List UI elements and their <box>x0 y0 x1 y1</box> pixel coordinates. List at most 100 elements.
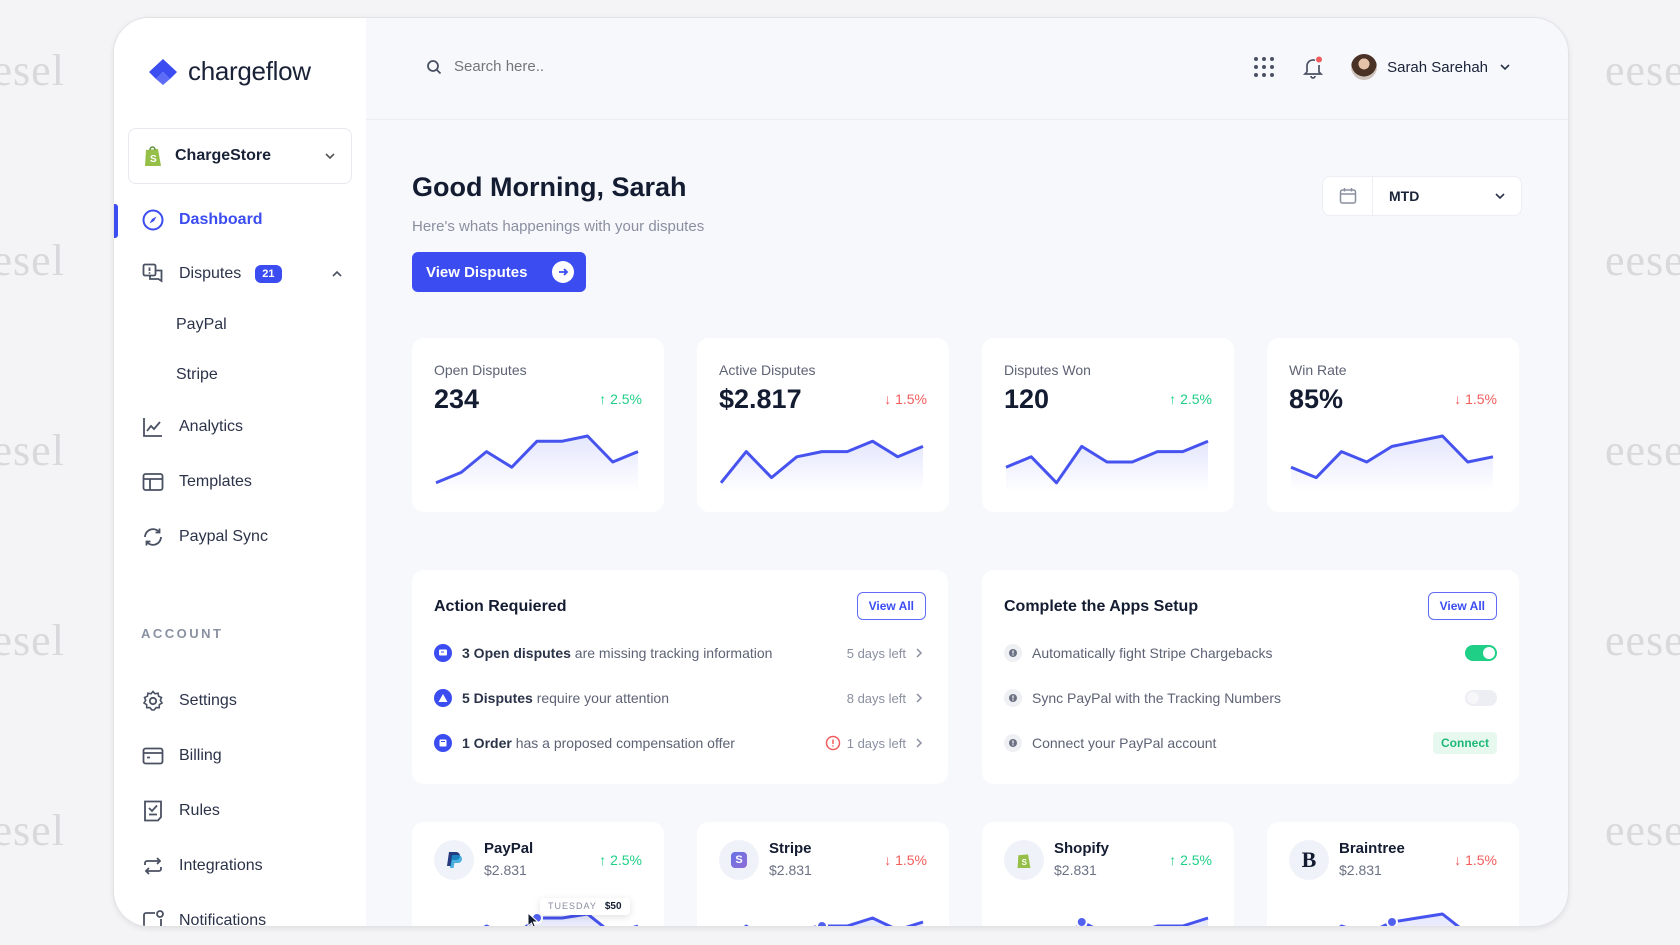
disputes-count-badge: 21 <box>255 265 282 283</box>
sidebar-item-label: Templates <box>179 473 252 490</box>
gateway-card-stripe[interactable]: S Stripe $2.831 ↓ 1.5% <box>697 822 949 926</box>
app-window: chargeflow S ChargeStore Dashboard Dispu… <box>113 17 1569 927</box>
action-item[interactable]: 1 Order has a proposed compensation offe… <box>434 728 926 758</box>
sidebar-item-integrations[interactable]: Integrations <box>114 844 366 888</box>
sidebar-item-paypal-sync[interactable]: Paypal Sync <box>114 515 366 559</box>
analytics-chart-icon <box>143 418 162 437</box>
sidebar-item-stripe[interactable]: Stripe <box>114 353 366 397</box>
gateway-value: $2.831 <box>1054 862 1097 878</box>
search-input[interactable] <box>454 58 714 75</box>
date-range-value: MTD <box>1389 188 1420 204</box>
chevron-up-icon[interactable] <box>330 267 344 281</box>
view-all-button[interactable]: View All <box>1427 592 1497 620</box>
action-item[interactable]: 5 Disputes require your attention 8 days… <box>434 683 926 713</box>
page-subtitle: Here's whats happenings with your disput… <box>412 218 705 235</box>
braintree-icon: B <box>1289 840 1329 880</box>
watermark: eesel <box>0 806 65 855</box>
date-range-select[interactable]: MTD <box>1322 176 1522 216</box>
sidebar-item-rules[interactable]: Rules <box>114 789 366 833</box>
gateway-value: $2.831 <box>484 862 527 878</box>
arrow-down-icon: ↓ <box>884 852 896 868</box>
deadline: 5 days left <box>847 646 926 661</box>
search-bar[interactable] <box>426 58 714 75</box>
view-disputes-button[interactable]: View Disputes <box>412 252 586 292</box>
chevron-right-icon <box>916 738 923 748</box>
watermark: eesel <box>1605 616 1680 665</box>
message-icon <box>434 644 452 662</box>
gateway-card-braintree[interactable]: B Braintree $2.831 ↓ 1.5% <box>1267 822 1519 926</box>
paypal-icon <box>434 840 474 880</box>
arrow-right-icon <box>552 261 574 283</box>
sidebar-item-label: Disputes <box>179 265 242 282</box>
sparkline-chart <box>744 916 924 926</box>
search-icon <box>427 59 442 74</box>
apps-setup-panel: Complete the Apps Setup View All Automat… <box>982 570 1519 784</box>
apps-grid-icon[interactable] <box>1253 56 1275 78</box>
stripe-icon: S <box>719 840 759 880</box>
store-selector[interactable]: S ChargeStore <box>128 128 352 184</box>
templates-layout-icon <box>142 473 164 491</box>
sparkline-chart <box>1339 912 1461 926</box>
setup-text: Sync PayPal with the Tracking Numbers <box>1032 690 1281 706</box>
stat-label: Disputes Won <box>1004 362 1091 378</box>
sidebar-item-paypal[interactable]: PayPal <box>114 303 366 347</box>
action-item[interactable]: 3 Open disputes are missing tracking inf… <box>434 638 926 668</box>
topbar-actions: Sarah Sarehah <box>1253 54 1512 80</box>
gateway-delta: ↑ 2.5% <box>599 852 642 868</box>
sparkline-chart <box>719 439 924 492</box>
sidebar: chargeflow S ChargeStore Dashboard Dispu… <box>114 18 366 926</box>
gateway-card-paypal[interactable]: PayPal $2.831 ↑ 2.5% TUESDAY $50 <box>412 822 664 926</box>
sidebar-item-dashboard[interactable]: Dashboard <box>114 198 366 242</box>
sparkline-chart <box>1290 434 1494 492</box>
sync-icon <box>144 528 162 546</box>
logo[interactable]: chargeflow <box>146 56 311 87</box>
paypal-tracking-toggle[interactable] <box>1465 690 1497 706</box>
stat-value: 234 <box>434 384 480 414</box>
chevron-down-icon <box>325 153 335 160</box>
sidebar-item-analytics[interactable]: Analytics <box>114 405 366 449</box>
compass-icon <box>142 209 164 231</box>
arrow-up-icon: ↑ <box>1169 852 1181 868</box>
sidebar-item-billing[interactable]: Billing <box>114 734 366 778</box>
stat-card-active-disputes[interactable]: Active Disputes $2.817 ↓ 1.5% <box>697 338 949 512</box>
setup-item: Connect your PayPal account Connect <box>1004 728 1497 758</box>
view-all-button[interactable]: View All <box>856 592 926 620</box>
shopify-icon: S <box>1004 840 1044 880</box>
brand-name: chargeflow <box>188 56 311 86</box>
gateway-delta: ↑ 2.5% <box>1169 852 1212 868</box>
sidebar-item-disputes[interactable]: Disputes 21 <box>114 252 366 296</box>
sparkline-chart <box>435 434 639 492</box>
store-name: ChargeStore <box>175 147 272 164</box>
watermark: eesel <box>1605 46 1680 95</box>
bell-icon[interactable] <box>1301 55 1325 79</box>
gateway-delta: ↓ 1.5% <box>1454 852 1497 868</box>
stat-value: 120 <box>1004 384 1050 414</box>
account-section-label: ACCOUNT <box>141 626 224 641</box>
topbar: Sarah Sarehah <box>366 18 1568 120</box>
sidebar-item-label: Analytics <box>179 418 244 435</box>
arrow-up-icon: ↑ <box>599 852 611 868</box>
stripe-chargebacks-toggle[interactable] <box>1465 645 1497 661</box>
integrations-arrows-icon <box>144 857 162 875</box>
stat-card-win-rate[interactable]: Win Rate 85% ↓ 1.5% <box>1267 338 1519 512</box>
stat-card-open-disputes[interactable]: Open Disputes 234 ↑ 2.5% <box>412 338 664 512</box>
user-menu[interactable]: Sarah Sarehah <box>1351 54 1512 80</box>
setup-text: Automatically fight Stripe Chargebacks <box>1032 645 1273 661</box>
action-text: 3 Open disputes are missing tracking inf… <box>462 645 773 661</box>
sidebar-item-settings[interactable]: Settings <box>114 679 366 723</box>
chevron-right-icon <box>916 693 923 703</box>
gateway-name: Shopify <box>1054 840 1109 857</box>
panel-title: Complete the Apps Setup <box>1004 598 1199 615</box>
stat-card-disputes-won[interactable]: Disputes Won 120 ↑ 2.5% <box>982 338 1234 512</box>
watermark: eesel <box>1605 236 1680 285</box>
gateway-name: Stripe <box>769 840 812 857</box>
sidebar-item-notifications[interactable]: Notifications <box>114 899 366 926</box>
gateway-name: Braintree <box>1339 840 1405 857</box>
chargeflow-logo-icon <box>149 58 177 85</box>
info-icon <box>1004 689 1022 707</box>
watermark: eesel <box>1605 806 1680 855</box>
watermark: eesel <box>1605 426 1680 475</box>
sidebar-item-templates[interactable]: Templates <box>114 460 366 504</box>
connect-button[interactable]: Connect <box>1433 732 1497 754</box>
gateway-card-shopify[interactable]: S Shopify $2.831 ↑ 2.5% <box>982 822 1234 926</box>
